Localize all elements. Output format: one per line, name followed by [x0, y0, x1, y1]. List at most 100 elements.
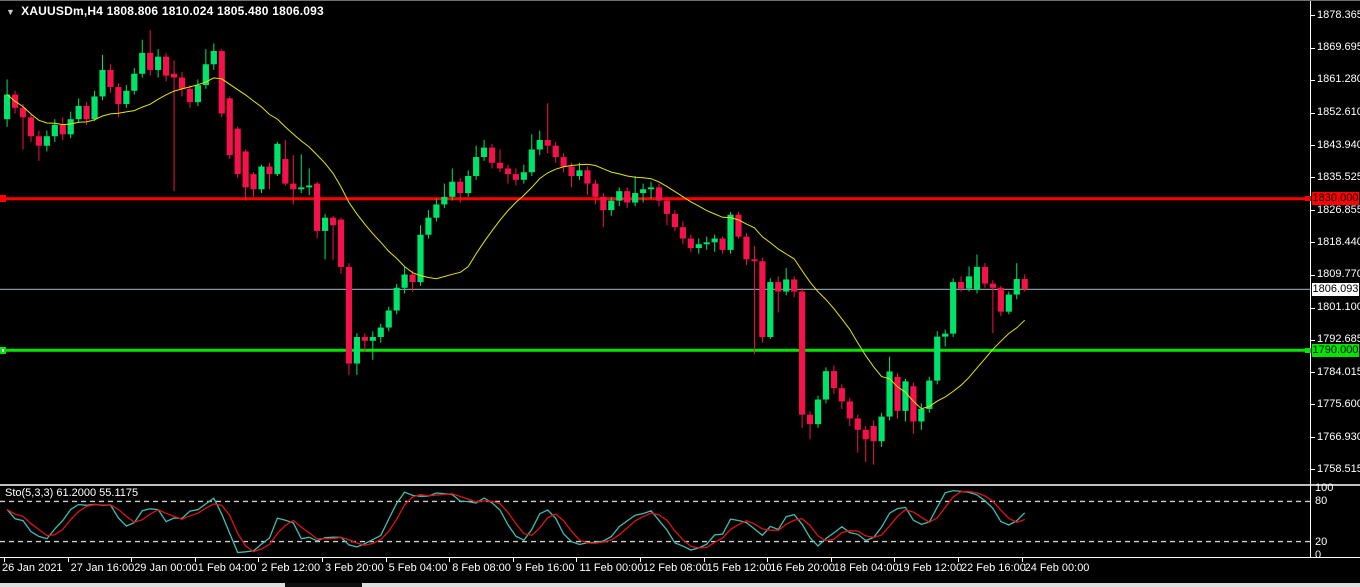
time-axis-label: 19 Feb 12:00 [897, 562, 963, 574]
candle-body [473, 157, 480, 177]
candle-body [409, 274, 416, 283]
candle-body [592, 183, 599, 197]
candle-body [1005, 294, 1012, 312]
candle-body [528, 149, 535, 173]
candle-body [258, 166, 265, 190]
time-axis-tick [4, 557, 5, 562]
time-axis-label: 9 Feb 16:00 [515, 562, 575, 574]
candle-body [624, 191, 631, 203]
indicator-axis-label: 0 [1315, 549, 1322, 561]
time-axis-tick [385, 557, 387, 562]
candle-body [520, 172, 527, 180]
stochastic-signal-line [6, 490, 1025, 553]
candle-body [735, 214, 742, 237]
candle-body [178, 77, 186, 89]
price-axis-label: 1869.695 [1317, 41, 1360, 54]
candle-body [4, 94, 11, 120]
candle-body [99, 69, 106, 97]
candle-body [814, 399, 822, 425]
time-axis-label: 24 Feb 00:00 [1024, 562, 1090, 574]
price-axis-divider [1310, 1, 1311, 558]
candle-body [862, 429, 869, 440]
price-axis-tick [1310, 372, 1315, 374]
price-axis-tick [1310, 145, 1315, 147]
price-axis-label: 1809.770 [1317, 268, 1360, 281]
resistance-price-tag: 1830.000 [1312, 192, 1359, 206]
support-price-tag: 1790.000 [1312, 343, 1359, 357]
indicator-panel-divider[interactable] [0, 484, 1360, 486]
candle-body [51, 124, 58, 137]
support-line-anchor-icon[interactable] [0, 346, 6, 354]
indicator-axis-label: 20 [1315, 535, 1328, 548]
candle-body [799, 291, 806, 415]
candle-wick [499, 149, 501, 173]
time-axis-label: 16 Feb 20:00 [770, 562, 836, 574]
candle-body [298, 187, 305, 190]
current-price-line [0, 288, 1310, 290]
candle-body [926, 380, 933, 409]
candle-body [322, 217, 329, 231]
indicator-axis-label: 80 [1315, 495, 1328, 508]
candle-wick [268, 162, 270, 190]
candle-wick [777, 276, 779, 313]
horizontal-line-support[interactable] [0, 348, 1310, 352]
candle-wick [857, 414, 859, 453]
candle-body [457, 181, 464, 194]
candle-body [886, 371, 893, 417]
candle-body [345, 266, 353, 364]
price-axis-label: 1758.515 [1317, 462, 1360, 475]
price-axis-label: 1852.610 [1317, 106, 1360, 119]
price-axis-tick [1310, 210, 1315, 212]
candle-body [846, 401, 853, 419]
time-axis-tick [576, 557, 578, 562]
time-axis-tick [958, 557, 959, 562]
candle-body [958, 282, 965, 289]
candle-body [536, 140, 543, 150]
candle-body [989, 283, 996, 288]
candle-body [417, 234, 424, 283]
price-axis-tick [1310, 242, 1315, 244]
time-axis-tick [830, 557, 832, 562]
time-axis-tick [512, 557, 514, 562]
candle-body [250, 174, 257, 190]
candle-body [806, 414, 814, 425]
candle-body [361, 337, 368, 341]
horizontal-line-resistance[interactable] [0, 197, 1310, 201]
scrollbar-thumb[interactable] [285, 583, 362, 587]
candle-body [337, 219, 345, 267]
candle-body [600, 196, 607, 211]
candle-body [234, 128, 241, 175]
symbol-ohlc-text: XAUUSDm,H4 1808.806 1810.024 1805.480 18… [21, 4, 324, 18]
chart-dropdown-icon[interactable]: ▼ [6, 7, 16, 17]
candle-body [616, 191, 623, 201]
candle-body [59, 124, 66, 135]
candle-body [115, 86, 122, 105]
indicator-axis-label: 100 [1315, 482, 1334, 494]
candle-body [385, 310, 392, 328]
time-axis-tick [894, 557, 896, 562]
candle-wick [372, 331, 374, 360]
candle-body [870, 426, 877, 442]
price-axis-tick [1310, 274, 1315, 276]
candle-body [496, 162, 504, 169]
candle-body [719, 238, 726, 250]
candle-body [91, 96, 98, 120]
horizontal-scrollbar[interactable] [0, 583, 1360, 587]
candle-body [75, 105, 82, 120]
candle-wick [714, 234, 716, 252]
candle-body [997, 287, 1004, 312]
candle-body [552, 145, 559, 158]
candle-body [226, 98, 233, 156]
candle-wick [547, 103, 549, 154]
candle-body [107, 69, 114, 87]
candle-body [353, 337, 360, 364]
time-axis-tick [449, 557, 451, 562]
resistance-line-anchor-icon[interactable] [0, 195, 6, 203]
candle-body [194, 85, 201, 103]
stochastic-label: Sto(5,3,3) 61.2000 55.1175 [5, 487, 139, 499]
candle-body [329, 217, 337, 226]
candle-wick [22, 104, 24, 150]
time-axis-tick [1021, 557, 1023, 562]
